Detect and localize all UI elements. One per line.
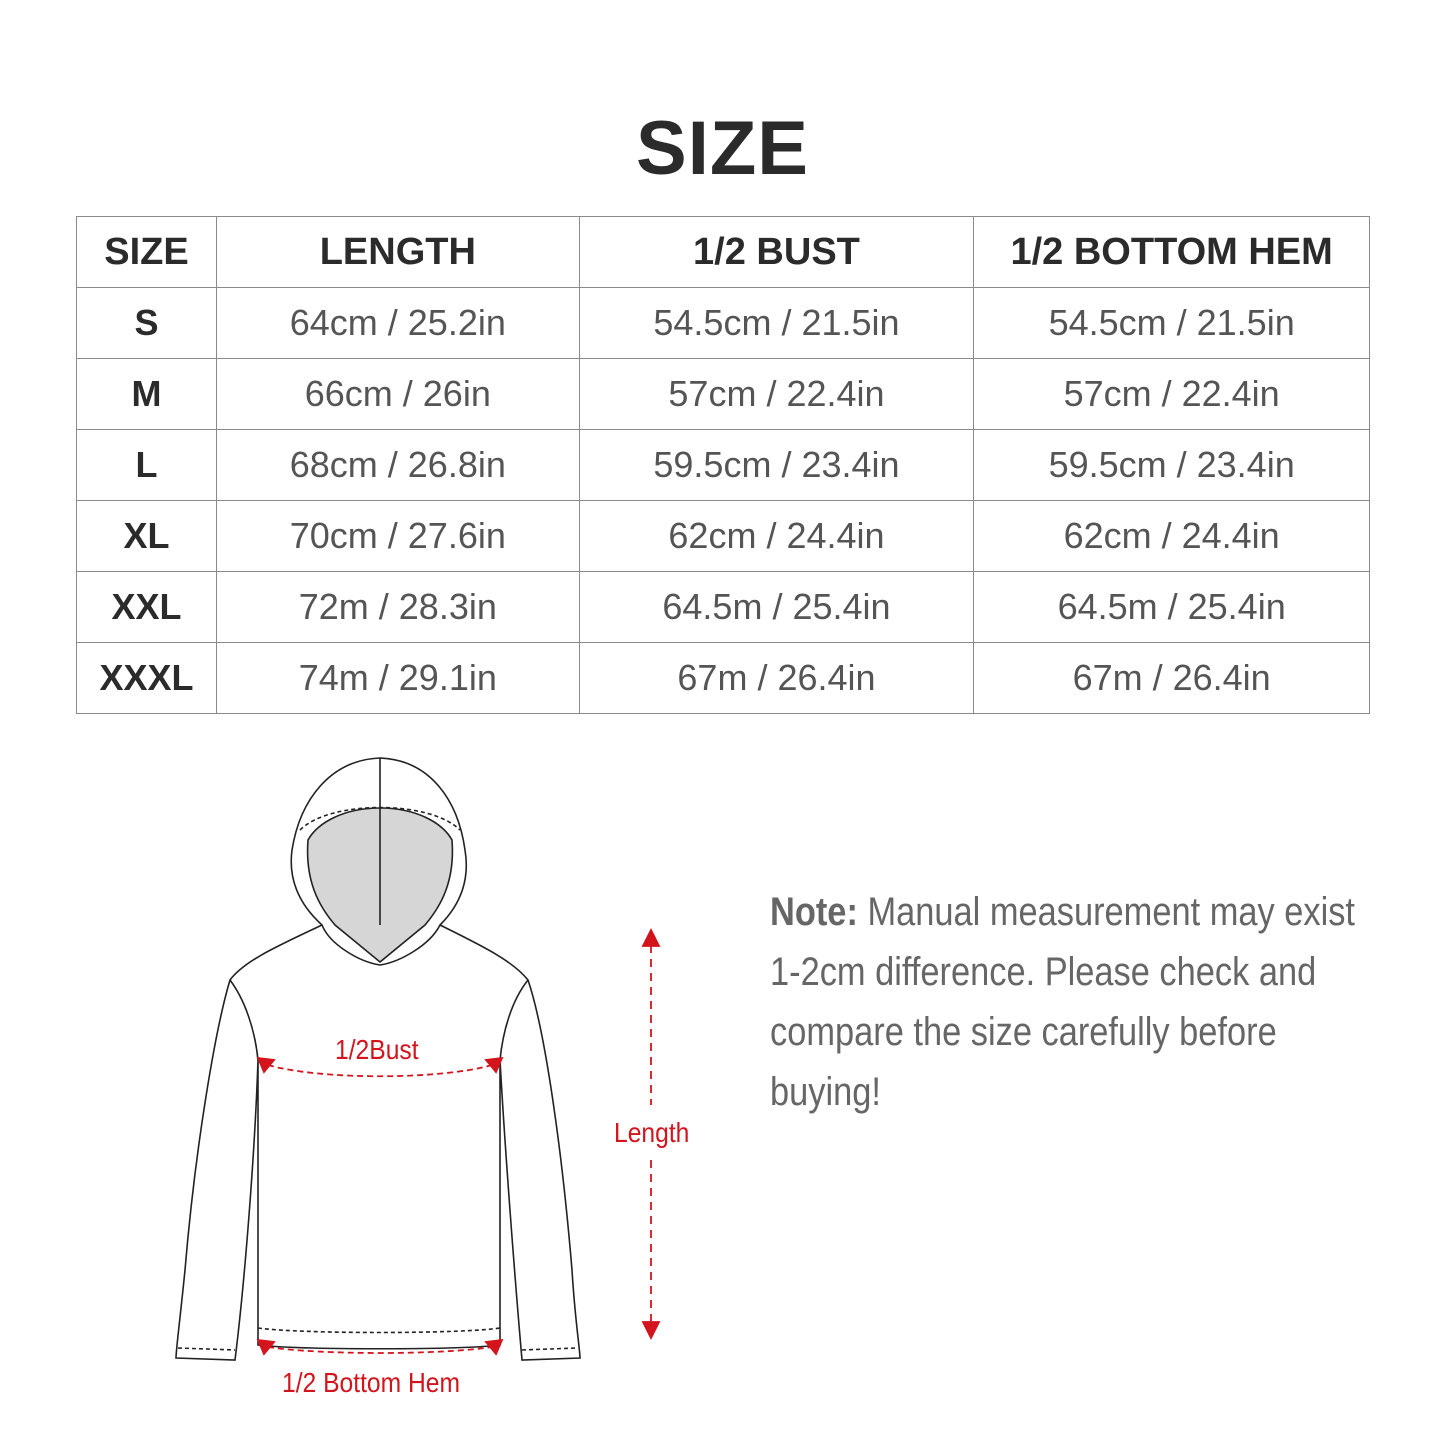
header-size: SIZE (76, 216, 217, 288)
arrow-head-icon (484, 1056, 504, 1074)
length-label: Length (614, 1117, 690, 1148)
header-hem: 1/2 BOTTOM HEM (973, 216, 1370, 288)
measurement-cell: 54.5cm / 21.5in (578, 287, 975, 359)
measurement-cell: 64cm / 25.2in (215, 287, 580, 359)
page-title: SIZE (636, 106, 809, 191)
measurement-cell: 62cm / 24.4in (973, 500, 1370, 572)
note: Note: Manual measurement may exist 1-2cm… (770, 882, 1372, 1122)
size-cell: S (76, 287, 217, 359)
measurement-cell: 70cm / 27.6in (215, 500, 580, 572)
measurement-cell: 59.5cm / 23.4in (578, 429, 975, 501)
size-cell: XXXL (76, 642, 217, 714)
arrow-head-icon (256, 1056, 276, 1074)
size-cell: XXL (76, 571, 217, 643)
measurement-cell: 57cm / 22.4in (578, 358, 975, 430)
measurement-cell: 67m / 26.4in (973, 642, 1370, 714)
measurement-cell: 67m / 26.4in (578, 642, 975, 714)
hem-label: 1/2 Bottom Hem (282, 1367, 461, 1398)
table-row: S 64cm / 25.2in 54.5cm / 21.5in 54.5cm / 21… (76, 287, 1370, 359)
hoodie-outline (175, 757, 581, 1361)
measurement-cell: 64.5m / 25.4in (578, 571, 975, 643)
hem-arrow (267, 1346, 493, 1354)
table-header-row: SIZE LENGTH 1/2 BUST 1/2 BOTTOM HEM (76, 216, 1370, 288)
table-row: M 66cm / 26in 57cm / 22.4in 57cm / 22.4in (76, 358, 1370, 430)
table-row: L 68cm / 26.8in 59.5cm / 23.4in 59.5cm / 23… (76, 429, 1370, 501)
measurement-cell: 64.5m / 25.4in (973, 571, 1370, 643)
size-table: SIZE LENGTH 1/2 BUST 1/2 BOTTOM HEM S 64c… (76, 216, 1370, 714)
measurement-cell: 74m / 29.1in (215, 642, 580, 714)
measurement-cell: 68cm / 26.8in (215, 429, 580, 501)
bust-arrow (267, 1064, 493, 1078)
measure-arrows (256, 927, 661, 1356)
table-row: XXL 72m / 28.3in 64.5m / 25.4in 64.5m / 25.… (76, 571, 1370, 643)
measurement-cell: 72m / 28.3in (215, 571, 580, 643)
header-bust: 1/2 BUST (578, 216, 975, 288)
bust-label: 1/2Bust (335, 1034, 419, 1065)
measurement-cell: 54.5cm / 21.5in (973, 287, 1370, 359)
note-text: Manual measurement may exist 1-2cm diffe… (770, 890, 1356, 1114)
table-row: XXXL 74m / 29.1in 67m / 26.4in 67m / 26.4in (76, 642, 1370, 714)
arrow-up-icon (641, 927, 661, 947)
measurement-cell: 66cm / 26in (215, 358, 580, 430)
size-cell: XL (76, 500, 217, 572)
measurement-cell: 59.5cm / 23.4in (973, 429, 1370, 501)
arrow-head-icon (484, 1338, 504, 1356)
measurement-cell: 62cm / 24.4in (578, 500, 975, 572)
size-cell: M (76, 358, 217, 430)
table-row: XL 70cm / 27.6in 62cm / 24.4in 62cm / 24.4i… (76, 500, 1370, 572)
arrow-head-icon (256, 1338, 276, 1356)
arrow-down-icon (641, 1321, 661, 1341)
measurement-cell: 57cm / 22.4in (973, 358, 1370, 430)
note-label: Note: (770, 890, 858, 934)
